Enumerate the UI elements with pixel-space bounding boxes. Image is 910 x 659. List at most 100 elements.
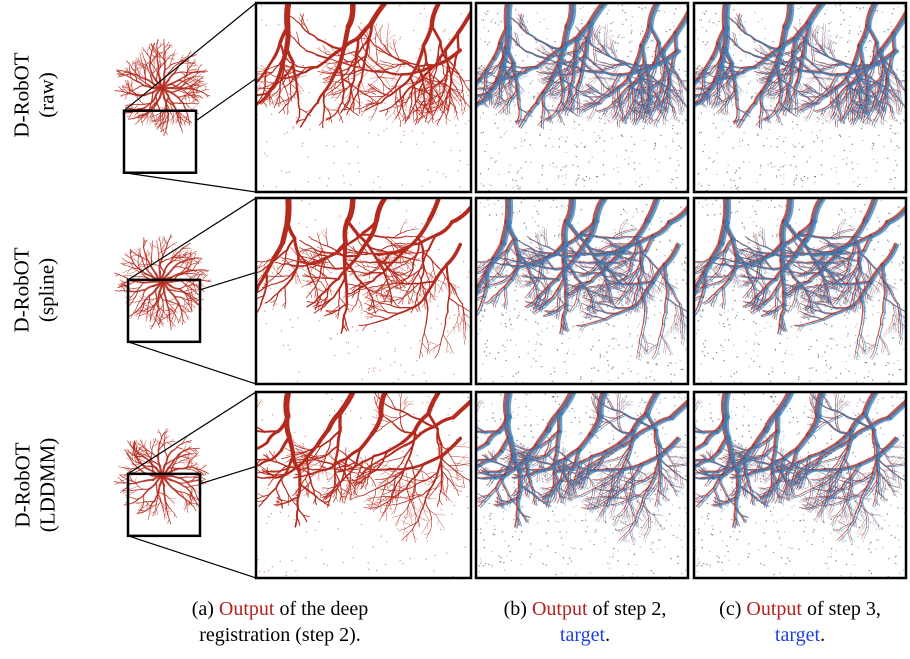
vessel xyxy=(370,87,376,89)
vessel xyxy=(575,37,581,40)
vessel xyxy=(662,79,667,93)
vessel xyxy=(182,95,186,100)
point xyxy=(539,21,541,23)
vessel xyxy=(592,89,601,95)
vessel xyxy=(267,93,272,96)
vessel xyxy=(278,108,284,114)
point xyxy=(541,174,543,176)
vessel xyxy=(143,71,147,80)
vessel xyxy=(297,119,306,123)
vessel xyxy=(463,80,469,90)
vessel xyxy=(340,93,344,98)
vessel xyxy=(572,90,575,95)
point xyxy=(560,136,563,138)
point xyxy=(664,74,666,77)
point xyxy=(325,144,328,147)
vessel xyxy=(129,84,133,88)
point xyxy=(597,47,599,50)
point xyxy=(620,183,622,185)
vessel xyxy=(486,57,497,73)
vessel xyxy=(163,50,167,56)
vessel xyxy=(398,85,403,89)
point xyxy=(445,176,447,178)
vessel xyxy=(405,96,412,103)
vessel xyxy=(324,47,329,53)
vessel xyxy=(333,107,338,111)
vessel xyxy=(554,92,562,96)
point xyxy=(346,140,348,143)
point xyxy=(629,73,631,75)
vessel xyxy=(120,88,125,93)
point xyxy=(672,25,675,28)
vessel xyxy=(366,61,372,67)
point xyxy=(603,112,606,115)
vessel xyxy=(244,102,245,108)
vessel xyxy=(592,110,596,117)
vessel xyxy=(580,111,585,118)
vessel xyxy=(163,45,168,50)
point xyxy=(513,105,515,107)
vessel xyxy=(387,82,390,87)
vessel xyxy=(393,105,398,113)
vessel xyxy=(642,109,647,113)
vessel xyxy=(504,68,511,78)
vessel xyxy=(453,89,461,93)
vessel xyxy=(392,84,397,87)
vessel xyxy=(149,114,152,118)
point xyxy=(517,169,520,172)
vessel xyxy=(587,57,597,66)
vessel xyxy=(622,110,624,117)
vessel xyxy=(437,80,448,86)
vessel xyxy=(647,96,656,102)
point xyxy=(665,145,667,148)
point xyxy=(506,94,508,96)
vessel xyxy=(360,104,370,109)
vessel xyxy=(147,117,149,122)
vessel xyxy=(408,80,418,85)
point xyxy=(373,109,376,111)
vessel xyxy=(437,93,443,102)
point xyxy=(494,22,497,24)
point xyxy=(654,142,656,144)
point xyxy=(627,85,630,88)
vessel xyxy=(598,26,603,32)
vessel xyxy=(405,114,410,122)
vessel xyxy=(162,123,166,125)
vessel xyxy=(474,109,475,114)
vessel xyxy=(358,99,361,108)
vessel xyxy=(519,14,523,20)
point xyxy=(319,177,321,179)
vessel xyxy=(447,91,453,101)
vessel xyxy=(655,105,661,111)
vessel xyxy=(562,100,568,107)
vessel xyxy=(341,69,349,78)
vessel xyxy=(414,95,420,99)
point xyxy=(546,188,548,190)
point xyxy=(491,68,493,70)
point xyxy=(621,4,623,6)
vessel xyxy=(677,90,684,92)
vessel xyxy=(497,55,504,66)
vessel xyxy=(266,94,272,97)
point xyxy=(427,27,430,30)
vessel xyxy=(273,94,278,98)
vessel xyxy=(399,101,406,103)
vessel xyxy=(178,79,186,83)
point xyxy=(583,100,585,102)
point xyxy=(497,173,500,176)
vessel xyxy=(477,68,483,71)
point xyxy=(399,4,401,7)
vessel xyxy=(356,57,361,68)
vessel xyxy=(138,59,143,63)
vessel xyxy=(140,116,145,117)
vessel xyxy=(651,118,658,123)
point xyxy=(590,106,593,108)
vessel xyxy=(579,76,584,81)
vessel xyxy=(431,117,434,124)
vessel xyxy=(331,109,339,117)
vessel xyxy=(294,73,302,76)
point xyxy=(550,65,553,68)
vessel xyxy=(626,80,635,85)
point xyxy=(552,105,554,107)
vessel xyxy=(252,102,253,108)
